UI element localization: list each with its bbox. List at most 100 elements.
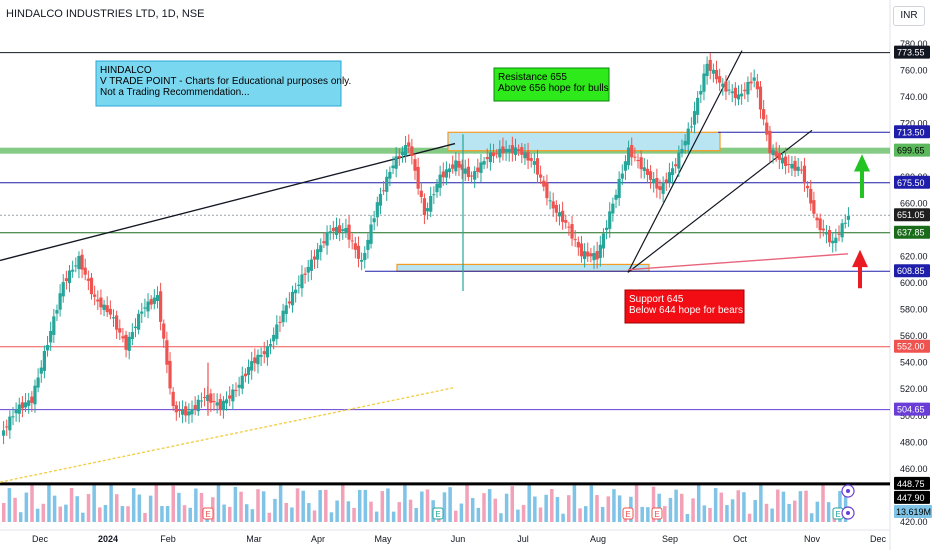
volume-bar: [821, 484, 825, 522]
candle-body: [705, 63, 709, 76]
event-circle-icon[interactable]: [841, 484, 855, 498]
candle-body: [447, 168, 452, 173]
candle-body: [202, 396, 207, 398]
candle-body: [30, 396, 34, 403]
level-label: 651.05: [894, 208, 930, 222]
candle-body: [736, 94, 741, 100]
volume-bar: [770, 508, 774, 522]
candle-body: [576, 241, 580, 248]
earnings-icon[interactable]: E: [202, 507, 214, 520]
volume-bar: [510, 486, 514, 522]
svg-text:773.55: 773.55: [897, 48, 925, 58]
candle-body: [325, 232, 329, 246]
candle-body: [824, 233, 829, 235]
volume-bar: [160, 506, 164, 522]
candle-body: [281, 310, 285, 323]
candle-body: [429, 195, 433, 212]
candle-body: [253, 357, 257, 364]
volume-bar: [742, 492, 746, 522]
volume-bar: [595, 495, 599, 522]
x-tick-label: Aug: [590, 534, 606, 544]
candle-body: [162, 323, 166, 339]
candle-body: [777, 152, 781, 160]
volume-bar: [476, 507, 481, 522]
candle-body: [809, 188, 813, 204]
volume-bar: [171, 485, 175, 522]
candle-body: [495, 153, 499, 155]
candle-body: [287, 301, 291, 304]
volume-bar: [47, 483, 51, 522]
candle-body: [718, 76, 722, 83]
volume-bar: [103, 505, 108, 522]
volume-bar: [482, 493, 486, 522]
candle-body: [513, 147, 518, 155]
candle-body: [77, 255, 81, 270]
candle-body: [83, 267, 87, 275]
candle-body: [573, 239, 577, 241]
candle-body: [551, 201, 555, 209]
svg-text:504.65: 504.65: [897, 405, 925, 415]
y-tick-label: 500.00: [900, 411, 928, 421]
candle-body: [520, 147, 524, 155]
x-tick-label: May: [374, 534, 392, 544]
level-label: 447.90: [894, 490, 930, 504]
volume-bar: [403, 483, 407, 522]
candle-body: [711, 69, 715, 74]
candle-body: [818, 218, 822, 231]
candle-body: [177, 409, 182, 411]
level-label: 773.55: [894, 45, 930, 59]
currency-button[interactable]: INR: [893, 6, 925, 26]
volume-bar: [307, 503, 311, 522]
candle-body: [457, 160, 461, 168]
earnings-icon[interactable]: E: [622, 507, 634, 520]
candle-body: [598, 244, 602, 259]
candle-body: [661, 182, 665, 194]
x-tick-label: Oct: [733, 534, 748, 544]
volume-bar: [589, 485, 594, 522]
volume-bar: [35, 508, 40, 522]
candle-body: [403, 145, 408, 156]
volume-bar: [346, 501, 351, 522]
y-tick-label: 600.00: [900, 278, 928, 288]
candle-body: [165, 340, 169, 365]
candle-body: [482, 160, 486, 165]
volume-bar: [182, 505, 187, 522]
volume-bar: [386, 488, 390, 522]
candle-body: [360, 259, 364, 262]
volume-bar: [244, 504, 249, 522]
candle-body: [366, 239, 370, 250]
candle-body: [501, 146, 505, 154]
candle-body: [184, 406, 188, 416]
candle-body: [137, 313, 141, 330]
earnings-icon[interactable]: E: [832, 507, 844, 520]
candle-body: [268, 344, 273, 346]
candle-body: [689, 126, 693, 128]
candle-body: [375, 202, 379, 218]
candle-body: [290, 291, 295, 306]
volume-bar: [239, 491, 243, 522]
volume-bar: [324, 489, 328, 522]
volume-bar: [668, 497, 673, 522]
volume-bar: [470, 498, 475, 522]
earnings-icon[interactable]: E: [651, 507, 663, 520]
event-circle-icon[interactable]: [841, 506, 855, 520]
candle-body: [300, 274, 304, 289]
candle-body: [419, 190, 423, 197]
earnings-icon[interactable]: E: [432, 507, 444, 520]
volume-bar: [691, 498, 695, 522]
candle-body: [218, 399, 222, 410]
support-zone: [396, 263, 650, 272]
volume-bar: [267, 512, 272, 522]
volume-bar: [75, 496, 79, 522]
candle-body: [190, 408, 194, 415]
candle-body: [209, 393, 213, 403]
candle-body: [441, 171, 445, 178]
candle-body: [790, 163, 794, 169]
volume-bar: [52, 495, 57, 522]
candle-body: [71, 269, 75, 272]
candle-body: [523, 152, 527, 159]
